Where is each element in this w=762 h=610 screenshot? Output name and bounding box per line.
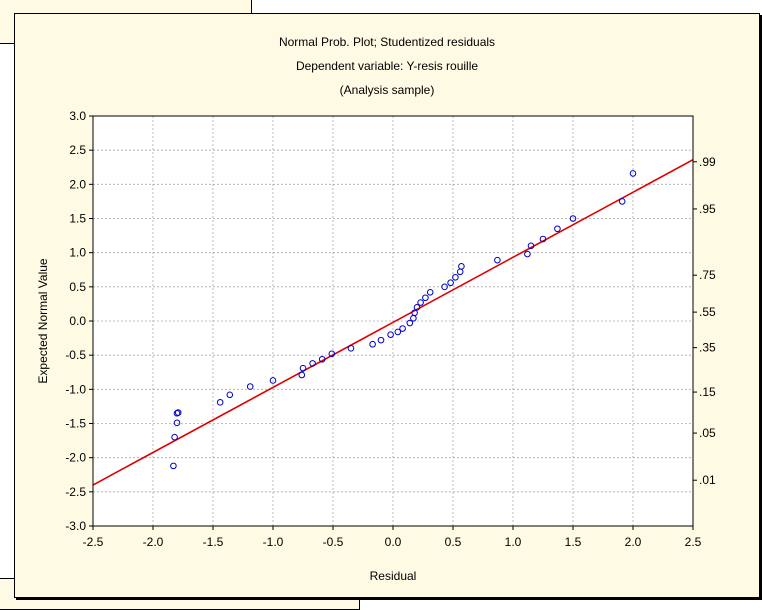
data-point	[411, 309, 418, 317]
plot-frame	[92, 115, 694, 527]
data-point	[494, 256, 501, 264]
right-tick-label: .55	[699, 305, 716, 319]
y-tick-label: 2.5	[69, 143, 86, 157]
x-tick-label: 1.0	[505, 535, 522, 549]
x-tick-label: 0.0	[385, 535, 402, 549]
y-tick-label: -0.5	[65, 348, 86, 362]
right-tick-label: .75	[699, 268, 716, 282]
chart-title: Normal Prob. Plot; Studentized residuals	[278, 35, 496, 49]
data-point	[447, 279, 454, 287]
data-point	[422, 294, 429, 302]
right-tick-label: .95	[699, 202, 716, 216]
data-point	[539, 235, 547, 243]
y-tick-label: -2.5	[65, 485, 86, 499]
data-point	[441, 283, 448, 291]
data-point	[347, 345, 355, 352]
data-point	[426, 289, 434, 296]
data-point	[524, 250, 531, 258]
data-point	[309, 360, 316, 367]
x-tick-label: -0.5	[323, 535, 344, 549]
x-tick-label: 0.5	[445, 535, 462, 549]
data-point	[174, 409, 182, 416]
data-point	[171, 433, 178, 441]
data-point	[216, 399, 224, 406]
x-tick-label: 1.5	[565, 535, 582, 549]
data-point	[299, 364, 307, 372]
data-point	[554, 225, 561, 233]
right-tick-label: .15	[699, 385, 716, 399]
x-tick-label: -2.0	[143, 535, 164, 549]
right-tick-label: .05	[699, 426, 716, 440]
data-point	[246, 383, 254, 390]
data-point	[173, 419, 181, 427]
data-point	[226, 391, 234, 399]
data-point	[618, 198, 626, 205]
data-point	[527, 242, 535, 250]
fit-line	[93, 159, 693, 486]
data-point	[328, 350, 336, 358]
y-tick-label: -2.0	[65, 451, 86, 465]
chart-window[interactable]: Normal Prob. Plot; Studentized residuals…	[14, 13, 760, 598]
data-point	[298, 371, 306, 379]
right-tick-label: .01	[699, 473, 716, 487]
data-point	[387, 331, 394, 338]
data-point	[413, 304, 421, 311]
x-tick-label: 2.0	[625, 535, 642, 549]
x-tick-label: -1.0	[263, 535, 284, 549]
y-tick-label: -1.5	[65, 417, 86, 431]
data-point	[377, 336, 385, 344]
x-tick-label: -1.5	[203, 535, 224, 549]
y-tick-label: 2.0	[69, 177, 86, 191]
data-point	[417, 299, 424, 306]
x-axis-label: Residual	[370, 569, 417, 583]
data-point	[629, 170, 637, 177]
x-tick-label: -2.5	[83, 535, 104, 549]
data-point	[406, 319, 414, 327]
right-tick-label: .35	[699, 341, 716, 355]
y-tick-label: -3.0	[65, 519, 86, 533]
data-point	[394, 328, 402, 336]
y-tick-label: 1.5	[69, 212, 86, 226]
data-point	[170, 462, 177, 470]
x-tick-label: 2.5	[685, 535, 702, 549]
y-tick-label: -1.0	[65, 382, 86, 396]
data-point	[318, 355, 326, 363]
data-point	[369, 340, 376, 348]
y-tick-label: 0.0	[69, 314, 86, 328]
data-point	[458, 263, 465, 270]
data-point	[452, 273, 459, 281]
y-tick-label: 0.5	[69, 280, 86, 294]
data-point	[269, 377, 277, 384]
right-tick-label: .99	[699, 155, 716, 169]
scatter-plot: -2.5 -2.0 -1.5 -1.0 -0.5 0.0 0.5 1.0 1.5 2.0 2.5 3.…	[36, 109, 716, 583]
chart-subtitle-2: (Analysis sample)	[339, 83, 435, 97]
chart-subtitle: Dependent variable: Y-resis rouille	[295, 59, 479, 73]
y-tick-label: 1.0	[69, 246, 86, 260]
y-axis-label: Expected Normal Value	[36, 258, 50, 384]
y-tick-label: 3.0	[69, 109, 86, 123]
data-point	[399, 325, 406, 332]
data-point	[569, 215, 577, 222]
